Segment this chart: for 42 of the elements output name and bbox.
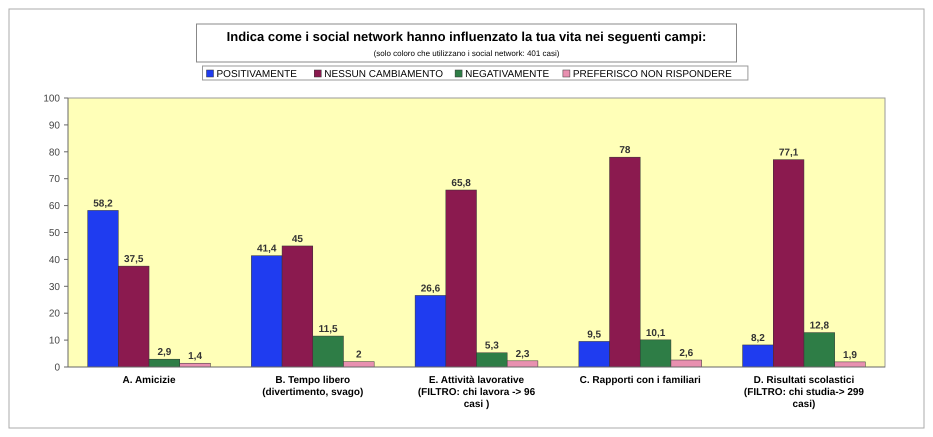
data-label: 2,6 [679,348,694,360]
x-tick-label: B. Tempo libero (divertimento, svago) [262,375,364,398]
data-label: 26,6 [420,283,441,294]
data-label: 77,1 [778,148,799,159]
y-tick-label: 80 [48,147,60,158]
y-tick-label: 0 [54,362,60,374]
data-label: 2 [356,350,362,361]
y-tick-label: 70 [48,174,60,186]
legend-label: POSITIVAMENTE [216,69,298,80]
data-label: 5,3 [484,340,500,352]
y-tick-label: 50 [48,228,60,239]
y-tick-label: 20 [48,308,60,320]
y-tick-label: 30 [48,282,60,293]
data-label: 9,5 [587,329,602,340]
y-tick-label: 60 [48,201,60,212]
y-tick-label: 10 [48,336,60,347]
y-tick-label: 100 [43,94,60,104]
data-label: 2,9 [157,347,172,358]
legend-label: PREFERISCO NON RISPONDERE [572,69,732,80]
data-label: 10,1 [646,328,666,339]
data-label: 78 [619,145,631,156]
data-label: 1,4 [188,351,202,362]
data-label: 45 [292,234,304,245]
data-label: 65,8 [451,178,472,189]
data-label: 8,2 [750,332,766,344]
data-label: 1,9 [843,350,858,361]
y-tick-label: 90 [48,120,60,132]
x-tick-label: C. Rapporti con i familiari [580,375,702,386]
x-tick-label: A. Amicizie [122,375,176,386]
legend-label: NEGATIVAMENTE [465,69,550,80]
data-label: 12,8 [810,320,830,332]
chart-subtitle: (solo coloro che utilizzano i social network: 401 casi) [374,49,560,58]
data-label: 11,5 [318,324,338,336]
chart-title: Indica come i social network hanno influenzato la tua vita nei seguenti campi: [226,29,706,44]
x-tick-label: E. Attività lavorative (FILTRO: chi lavora -> 96 casi ) [418,375,536,410]
y-tick-label: 40 [48,254,60,266]
data-label: 2,3 [516,348,530,360]
data-label: 37,5 [124,254,144,266]
x-tick-label: D. Risultati scolastici (FILTRO: chi studia-> 299 casi) [744,375,864,410]
data-label: 58,2 [93,198,114,210]
legend-label: NESSUN CAMBIAMENTO [324,69,444,80]
data-label: 41,4 [256,244,277,255]
